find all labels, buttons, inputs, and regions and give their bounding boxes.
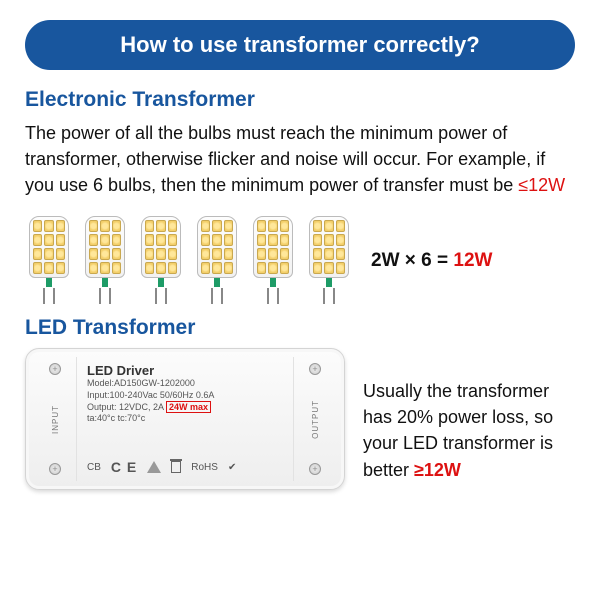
driver-model: Model:AD150GW-1202000 — [87, 378, 283, 390]
screw-icon — [49, 363, 61, 375]
bulb-icon — [137, 216, 185, 306]
driver-wrap: INPUT LED Driver Model:AD150GW-1202000 I… — [25, 348, 345, 490]
driver-output-label: OUTPUT — [311, 400, 320, 439]
cert-rohs: RoHS — [191, 462, 218, 473]
banner-title: How to use transformer correctly? — [120, 32, 479, 57]
cert-cb: CB — [87, 462, 101, 473]
screw-icon — [309, 463, 321, 475]
driver-label-panel: LED Driver Model:AD150GW-1202000 Input:1… — [76, 357, 294, 481]
cert-row: CB C E RoHS ✔ — [87, 459, 283, 475]
banner: How to use transformer correctly? — [25, 20, 575, 70]
section2-heading: LED Transformer — [25, 316, 575, 340]
driver-title: LED Driver — [87, 363, 283, 378]
section2-note: Usually the transformer has 20% power lo… — [363, 348, 575, 482]
driver-output: Output: 12VDC, 2A 24W max — [87, 402, 283, 414]
bulb-icon — [25, 216, 73, 306]
screw-icon — [49, 463, 61, 475]
section2-note-red: ≥12W — [414, 460, 461, 480]
led-driver: INPUT LED Driver Model:AD150GW-1202000 I… — [25, 348, 345, 490]
driver-input-col: INPUT — [34, 357, 76, 481]
driver-temps: ta:40°c tc:70°c — [87, 413, 283, 425]
cert-ce-icon: C E — [111, 459, 137, 475]
cert-check-icon: ✔ — [228, 462, 236, 473]
bulb-icon — [305, 216, 353, 306]
section1-body: The power of all the bulbs must reach th… — [25, 120, 575, 198]
bulb-row: 2W × 6 = 12W — [25, 216, 575, 306]
driver-output-col: OUTPUT — [294, 357, 336, 481]
cert-triangle-icon — [147, 461, 161, 473]
bulb-icon — [193, 216, 241, 306]
lower-row: INPUT LED Driver Model:AD150GW-1202000 I… — [25, 348, 575, 490]
bulb-icon — [249, 216, 297, 306]
driver-output-prefix: Output: 12VDC, 2A — [87, 402, 166, 412]
equation-left: 2W × 6 = — [371, 250, 453, 271]
power-equation: 2W × 6 = 12W — [371, 250, 492, 272]
equation-result: 12W — [453, 250, 492, 271]
section1-body-red: ≤12W — [518, 175, 565, 195]
section1-heading: Electronic Transformer — [25, 88, 575, 112]
section1-body-pre: The power of all the bulbs must reach th… — [25, 123, 545, 195]
screw-icon — [309, 363, 321, 375]
bulb-icon — [81, 216, 129, 306]
driver-input: Input:100-240Vac 50/60Hz 0.6A — [87, 390, 283, 402]
driver-output-max: 24W max — [166, 401, 211, 413]
cert-bin-icon — [171, 461, 181, 473]
driver-input-label: INPUT — [51, 405, 60, 434]
